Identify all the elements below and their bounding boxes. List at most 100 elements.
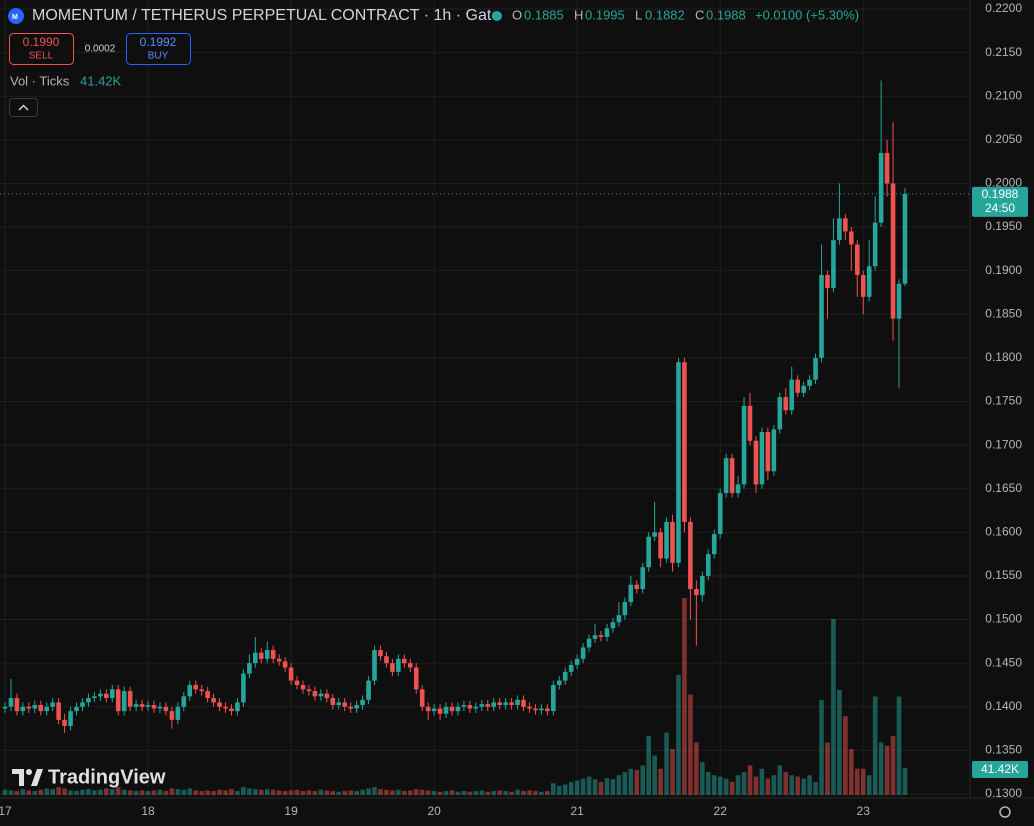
candles [2,80,908,733]
volume-bar [74,791,79,795]
candle-body [68,711,73,726]
candle-body [759,432,765,485]
y-tick-label: 0.1450 [985,655,1022,669]
candle-body [276,658,282,662]
volume-pane [2,598,908,795]
volume-bar [521,791,526,795]
candle-body [366,680,371,700]
candle-body [694,589,699,596]
volume-bar [664,732,669,795]
candle-body [330,698,336,706]
candle-body [664,521,669,559]
candle-body [556,680,562,685]
volume-bar [795,776,800,795]
candle-body [533,708,538,711]
candle-body [854,244,860,276]
volume-bar [658,768,663,795]
volume-bar [294,789,300,795]
volume-bar [419,789,425,795]
volume-bar [819,699,824,795]
candle-body [443,706,449,714]
candle-body [115,689,121,712]
candle-body [652,532,657,537]
watermark-logo [31,769,43,786]
volume-bar [461,791,467,795]
candle-body [169,711,175,720]
x-tick-label: 18 [141,804,155,818]
candle-body [258,652,264,659]
y-tick-label: 0.1750 [985,394,1022,408]
volume-bar [20,789,26,795]
volume-bar [741,772,747,795]
volume-bar [515,789,520,795]
candle-body [342,702,348,707]
volume-bar [288,790,294,795]
candle-body [145,705,151,707]
legend-value: 0.1882 [645,7,685,22]
volume-bar [115,787,121,795]
volume-bar [598,781,604,795]
y-tick-label: 0.2150 [985,45,1022,59]
candle-body [670,521,675,563]
volume-bar [485,791,491,795]
volume-bar [479,790,485,795]
volume-legend-name: Vol · Ticks [10,73,70,88]
volume-bar [896,696,902,795]
x-tick-label: 19 [284,804,298,818]
volume-bar [56,787,61,795]
y-tick-label: 0.1400 [985,699,1022,713]
candle-body [622,602,628,616]
volume-bar [38,789,44,795]
y-tick-label: 0.2100 [985,88,1022,102]
candle-body [658,532,663,559]
settings-icon[interactable] [999,806,1011,818]
sell-button[interactable] [9,33,74,65]
x-tick-label: 23 [857,804,871,818]
legend-change: +0.0100 (+5.30%) [755,7,859,22]
candle-body [306,689,312,692]
trade-buttons: 0.1990 SELL 0.0002 0.1992 BUY [9,33,191,65]
candle-body [348,706,353,709]
buy-button[interactable] [126,33,191,65]
legend-key: H [574,7,583,22]
price-badge-value: 0.1988 [982,187,1019,201]
candle-body [485,704,491,707]
candle-body [437,708,443,714]
candle-body [8,698,14,707]
volume-bar [109,789,115,795]
candle-body [413,667,419,690]
candle-body [247,663,252,674]
volume-bar [586,776,592,795]
candle-body [38,705,44,712]
legend-key: L [635,7,642,22]
candle-body [711,534,717,555]
y-tick-label: 0.1300 [985,786,1022,800]
candle-body [264,650,270,659]
volume-bar [747,765,753,795]
candle-body [74,706,79,712]
candle-body [312,691,318,697]
candle-body [688,521,693,590]
volume-bar [264,789,270,795]
volume-bar [539,791,544,795]
volume-bar [854,768,860,795]
candle-body [831,240,836,289]
candle-body [407,663,413,668]
y-tick-label: 0.1500 [985,612,1022,626]
volume-bar [402,791,407,795]
volume-badge [972,761,1028,778]
volume-bar [711,775,717,795]
collapse-button[interactable] [9,98,38,117]
candle-body [199,689,204,692]
candle-body [729,458,735,494]
volume-bar [300,791,306,795]
symbol-logo [8,8,24,24]
volume-bar [2,789,8,795]
candle-body [193,684,199,690]
legend-key: O [512,7,522,22]
candle-body [151,705,157,709]
volume-bar [258,789,264,795]
y-tick-label: 0.1850 [985,306,1022,320]
candle-body [270,650,276,659]
